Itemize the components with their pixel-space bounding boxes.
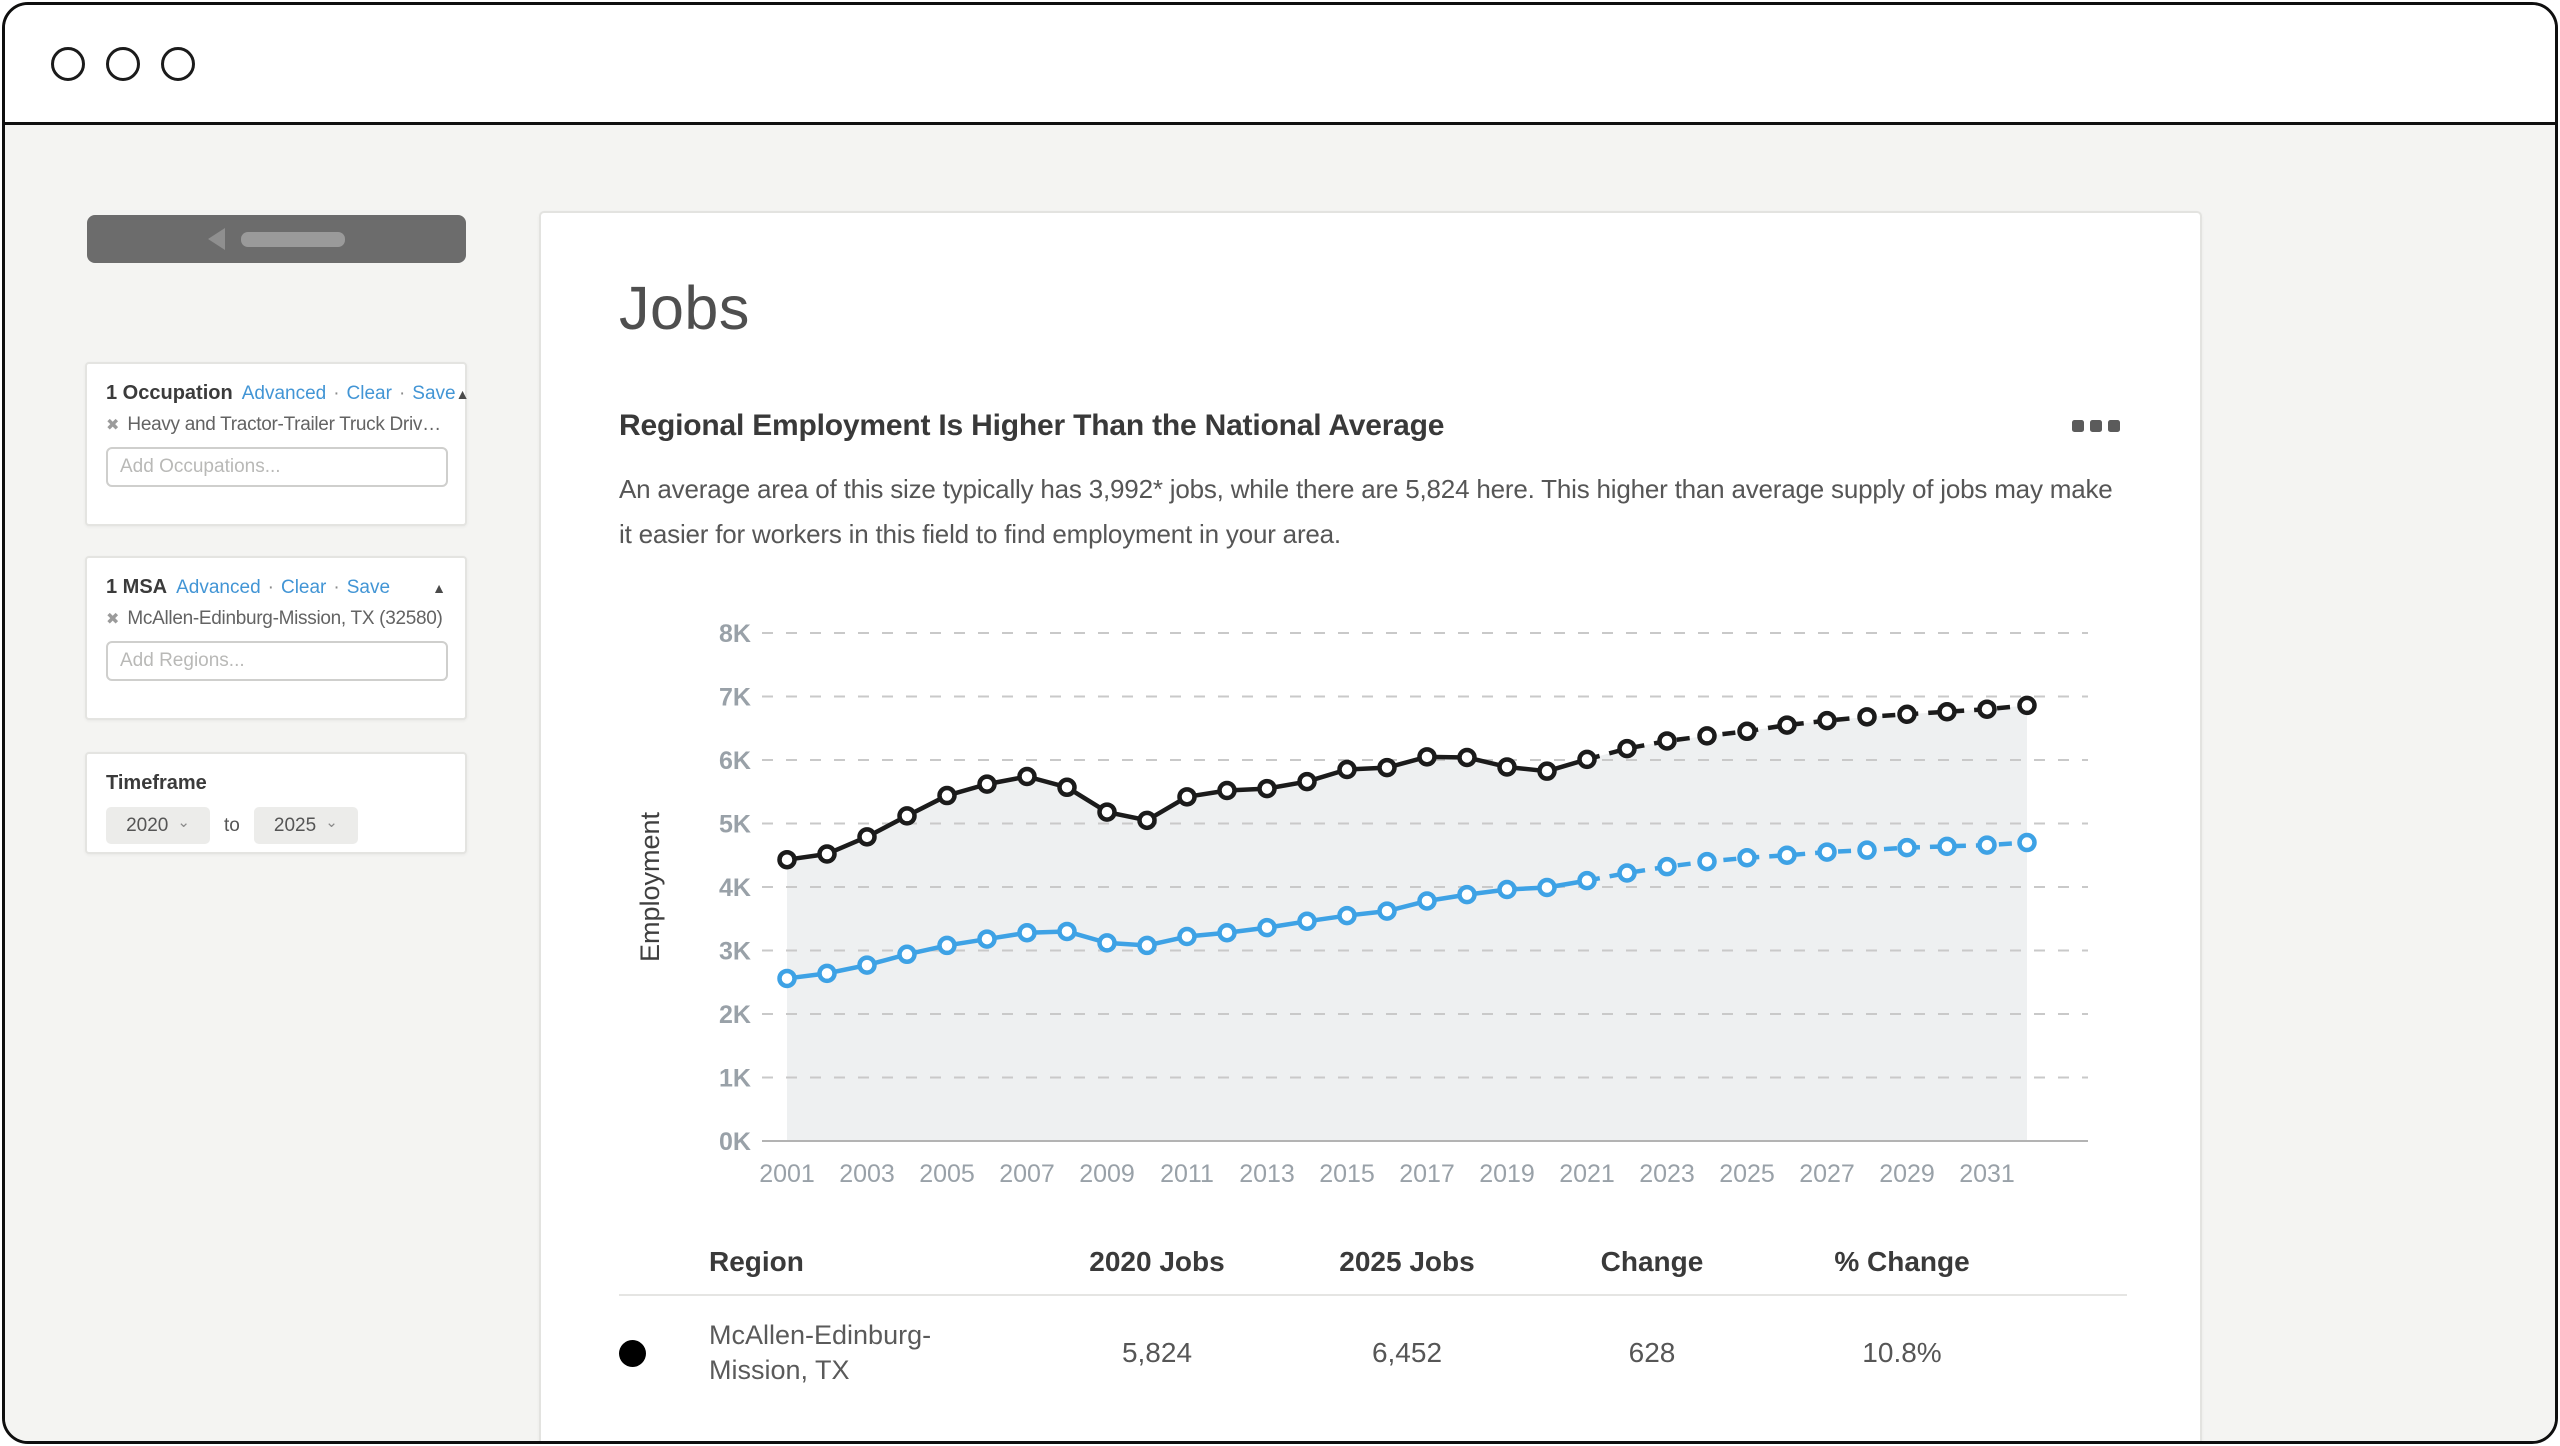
window-control-button-3[interactable] <box>161 46 195 81</box>
svg-text:2029: 2029 <box>1879 1160 1935 1188</box>
cell-2025-jobs: 6,452 <box>1371 1337 1443 1368</box>
timeframe-start-select[interactable]: 2020 ⌄ <box>106 807 210 844</box>
svg-text:3K: 3K <box>719 938 751 966</box>
link-separator: · <box>333 382 340 404</box>
table-row: McAllen-Edinburg-Mission, TX 5,824 6,452… <box>619 1296 2127 1388</box>
occupation-advanced-link[interactable]: Advanced <box>241 382 327 404</box>
svg-text:2023: 2023 <box>1639 1160 1695 1188</box>
link-separator: · <box>333 576 340 598</box>
msa-tag-label: McAllen-Edinburg-Mission, TX (32580) <box>127 608 443 629</box>
table-header-row: Region 2020 Jobs 2025 Jobs Change % Chan… <box>619 1246 2127 1296</box>
msa-panel-title: 1 MSA <box>106 576 168 598</box>
svg-text:2009: 2009 <box>1079 1160 1135 1188</box>
occupation-panel-title: 1 Occupation <box>106 382 233 404</box>
window-control-button-2[interactable] <box>106 46 140 81</box>
collapse-caret-icon[interactable]: ▲ <box>455 385 470 402</box>
svg-text:7K: 7K <box>719 684 751 712</box>
svg-text:2017: 2017 <box>1399 1160 1455 1188</box>
svg-text:2005: 2005 <box>919 1160 975 1188</box>
timeframe-end-select[interactable]: 2025 ⌄ <box>253 807 358 844</box>
chevron-down-icon: ⌄ <box>325 813 338 831</box>
cell-change: 628 <box>1628 1337 1676 1368</box>
occupation-tag: ✖ Heavy and Tractor-Trailer Truck Driver… <box>106 414 446 436</box>
cell-pct-change: 10.8% <box>1862 1337 1942 1368</box>
svg-text:2015: 2015 <box>1319 1160 1375 1188</box>
section-heading: Regional Employment Is Higher Than the N… <box>619 409 1445 442</box>
remove-tag-icon[interactable]: ✖ <box>106 417 120 434</box>
remove-tag-icon[interactable]: ✖ <box>106 611 120 628</box>
header-region: Region <box>709 1246 804 1277</box>
cell-region: McAllen-Edinburg-Mission, TX <box>709 1320 932 1385</box>
svg-text:0K: 0K <box>719 1128 751 1156</box>
add-regions-input[interactable] <box>106 641 448 681</box>
collapse-caret-icon[interactable]: ▲ <box>432 579 446 596</box>
svg-text:2003: 2003 <box>839 1160 895 1188</box>
svg-text:2027: 2027 <box>1799 1160 1855 1188</box>
svg-text:8K: 8K <box>719 620 751 648</box>
employment-chart-container: 0K 1K 2K 3K 4K 5K 6K 7K 8K 2001 2003 2005 2007 2009 20… <box>629 591 2122 1218</box>
employment-chart[interactable]: 0K 1K 2K 3K 4K 5K 6K 7K 8K 2001 2003 2005 2007 2009 20… <box>629 591 2169 1213</box>
svg-text:2025: 2025 <box>1719 1160 1775 1188</box>
cell-2020-jobs: 5,824 <box>1121 1337 1193 1368</box>
timeframe-title: Timeframe <box>106 772 207 794</box>
header-2025-jobs: 2025 Jobs <box>1339 1246 1475 1277</box>
msa-clear-link[interactable]: Clear <box>280 576 327 598</box>
svg-text:2019: 2019 <box>1479 1160 1535 1188</box>
ellipsis-menu-icon[interactable] <box>2070 416 2122 436</box>
svg-text:2011: 2011 <box>1160 1160 1214 1188</box>
svg-text:1K: 1K <box>719 1065 751 1093</box>
svg-text:2013: 2013 <box>1239 1160 1295 1188</box>
window-control-button-1[interactable] <box>51 46 85 81</box>
jobs-report-card: Jobs Regional Employment Is Higher Than … <box>539 211 2202 1441</box>
back-button-label-placeholder <box>241 231 345 247</box>
svg-text:5K: 5K <box>719 811 751 839</box>
regions-table: Region 2020 Jobs 2025 Jobs Change % Chan… <box>619 1246 2127 1388</box>
svg-text:4K: 4K <box>719 874 751 902</box>
page-title: Jobs <box>619 274 750 342</box>
back-button[interactable] <box>87 215 466 263</box>
timeframe-to-label: to <box>224 814 240 836</box>
window-titlebar <box>5 5 2555 125</box>
timeframe-panel: Timeframe 2020 ⌄ to 2025 ⌄ <box>85 752 467 854</box>
link-separator: · <box>398 382 406 404</box>
msa-advanced-link[interactable]: Advanced <box>176 576 261 598</box>
svg-text:2031: 2031 <box>1959 1160 2015 1188</box>
timeframe-start-value: 2020 <box>126 814 169 836</box>
occupation-save-link[interactable]: Save <box>412 382 456 404</box>
svg-text:2021: 2021 <box>1559 1160 1615 1188</box>
section-description: An average area of this size typically h… <box>619 474 2113 549</box>
timeframe-end-value: 2025 <box>273 814 317 836</box>
svg-text:2001: 2001 <box>759 1160 815 1188</box>
back-caret-icon <box>208 228 225 250</box>
occupation-tag-label: Heavy and Tractor-Trailer Truck Drivers … <box>127 414 446 435</box>
page-content: 1 Occupation Advanced · Clear · Save ▲ ✖… <box>5 125 2555 1441</box>
msa-filter-panel: 1 MSA Advanced · Clear · Save ▲ ✖ McAlle… <box>85 556 467 720</box>
svg-text:Employment: Employment <box>635 811 665 962</box>
header-change: Change <box>1600 1246 1704 1277</box>
occupation-filter-panel: 1 Occupation Advanced · Clear · Save ▲ ✖… <box>85 362 470 526</box>
header-2020-jobs: 2020 Jobs <box>1089 1246 1225 1277</box>
msa-tag: ✖ McAllen-Edinburg-Mission, TX (32580) <box>106 608 446 630</box>
add-occupations-input[interactable] <box>106 447 448 487</box>
header-pct-change: % Change <box>1834 1246 1970 1277</box>
link-separator: · <box>267 576 274 598</box>
chevron-down-icon: ⌄ <box>177 813 190 831</box>
svg-text:2007: 2007 <box>999 1160 1055 1188</box>
svg-text:2K: 2K <box>719 1001 751 1029</box>
series-marker-dot <box>619 1339 646 1367</box>
msa-save-link[interactable]: Save <box>346 576 391 598</box>
occupation-clear-link[interactable]: Clear <box>346 382 392 404</box>
svg-text:6K: 6K <box>719 747 751 775</box>
